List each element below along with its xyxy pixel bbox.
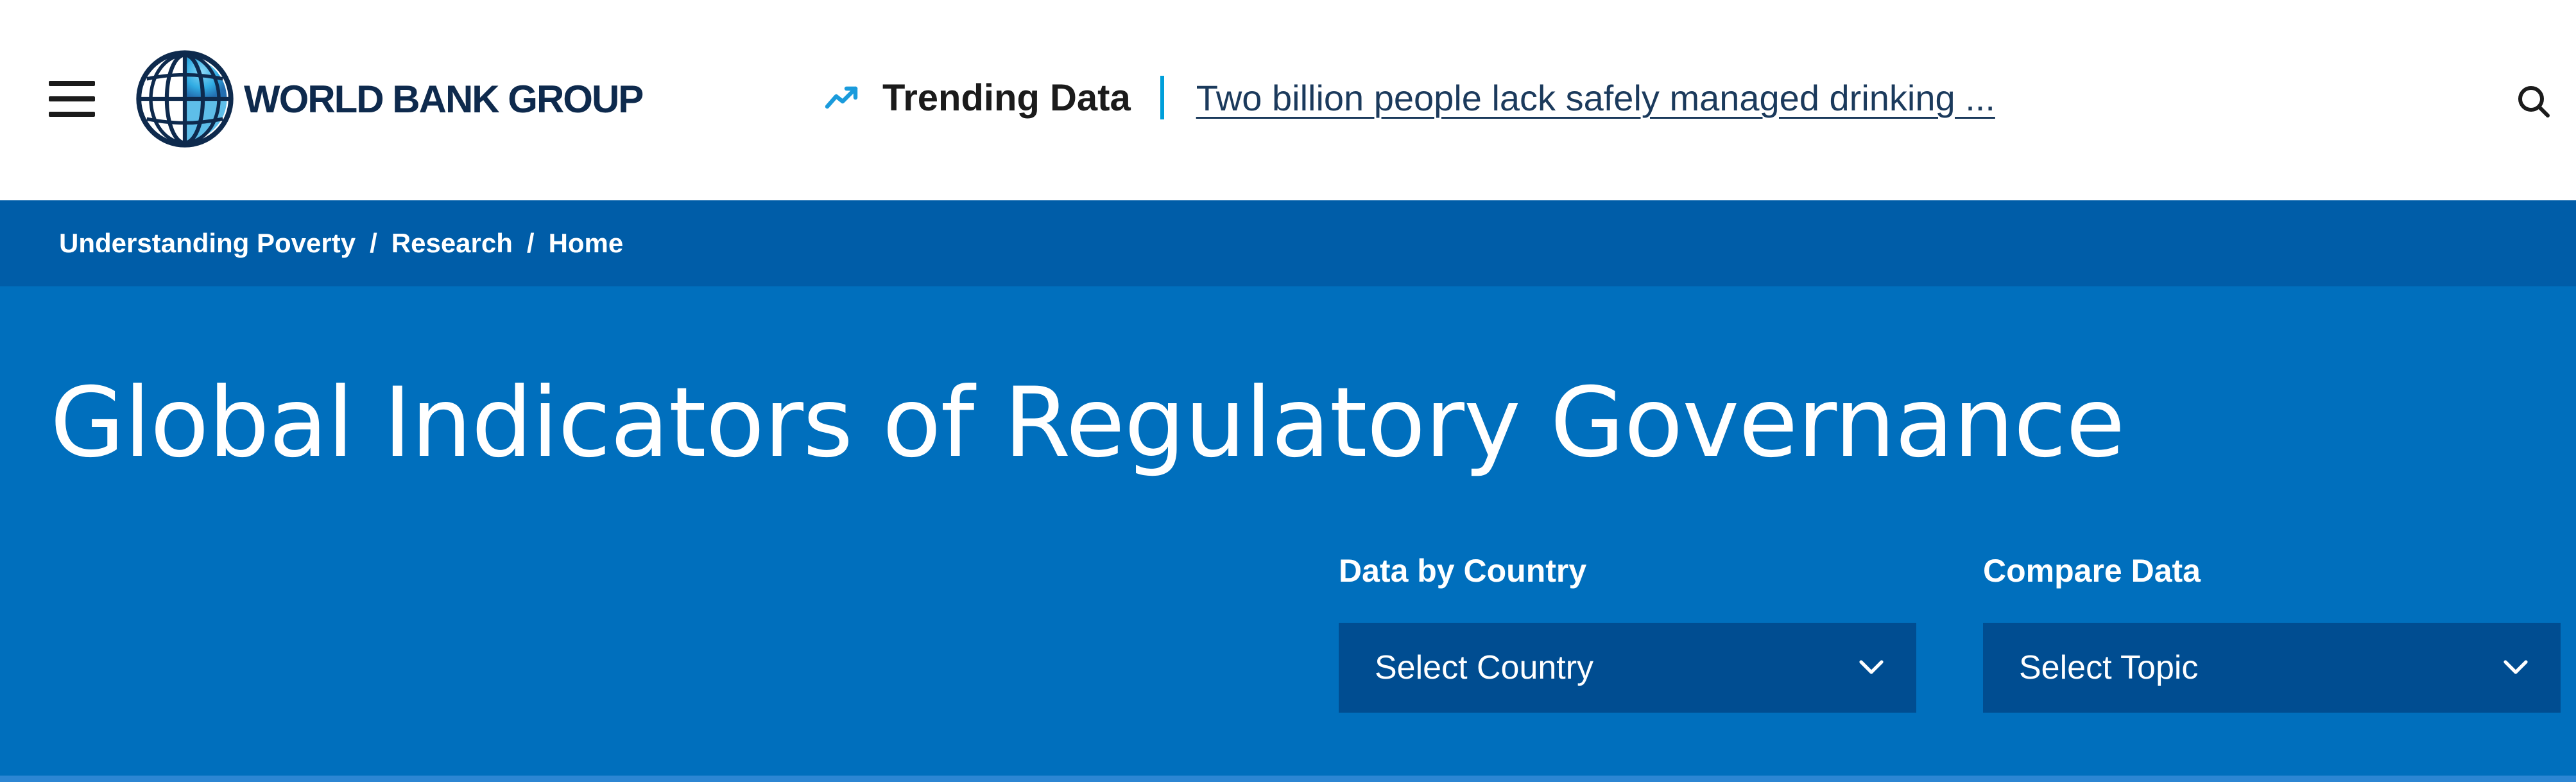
site-header: WORLD BANK GROUP Trending Data Two billi… — [0, 0, 2576, 200]
breadcrumb: Understanding Poverty / Research / Home — [0, 200, 2576, 286]
data-by-country-label: Data by Country — [1339, 553, 1587, 589]
compare-data-label: Compare Data — [1983, 553, 2201, 589]
search-icon[interactable] — [2516, 83, 2552, 119]
breadcrumb-research[interactable]: Research — [391, 228, 513, 258]
chevron-down-icon — [2503, 659, 2529, 676]
trending-up-icon — [825, 83, 861, 112]
breadcrumb-separator: / — [370, 228, 377, 258]
hero-banner: Global Indicators of Regulatory Governan… — [0, 286, 2576, 776]
breadcrumb-separator: / — [526, 228, 535, 258]
breadcrumb-home[interactable]: Home — [548, 228, 624, 258]
world-bank-logo[interactable]: WORLD BANK GROUP — [135, 48, 644, 150]
logo-text: WORLD BANK GROUP — [244, 77, 644, 121]
breadcrumb-understanding-poverty[interactable]: Understanding Poverty — [59, 228, 356, 258]
menu-icon[interactable] — [49, 81, 95, 117]
trending-link[interactable]: Two billion people lack safely managed d… — [1196, 77, 1995, 118]
select-country-dropdown[interactable]: Select Country — [1339, 623, 1916, 713]
hero-bottom-border — [0, 776, 2576, 782]
trending-label: Trending Data — [882, 76, 1131, 119]
globe-logo-icon — [135, 49, 235, 149]
select-topic-dropdown[interactable]: Select Topic — [1983, 623, 2561, 713]
select-country-value: Select Country — [1375, 649, 1594, 686]
page-title: Global Indicators of Regulatory Governan… — [50, 367, 2125, 479]
trending-divider — [1160, 76, 1164, 119]
select-topic-value: Select Topic — [2019, 649, 2199, 686]
chevron-down-icon — [1859, 659, 1884, 676]
trending-data: Trending Data Two billion people lack sa… — [825, 67, 1995, 128]
